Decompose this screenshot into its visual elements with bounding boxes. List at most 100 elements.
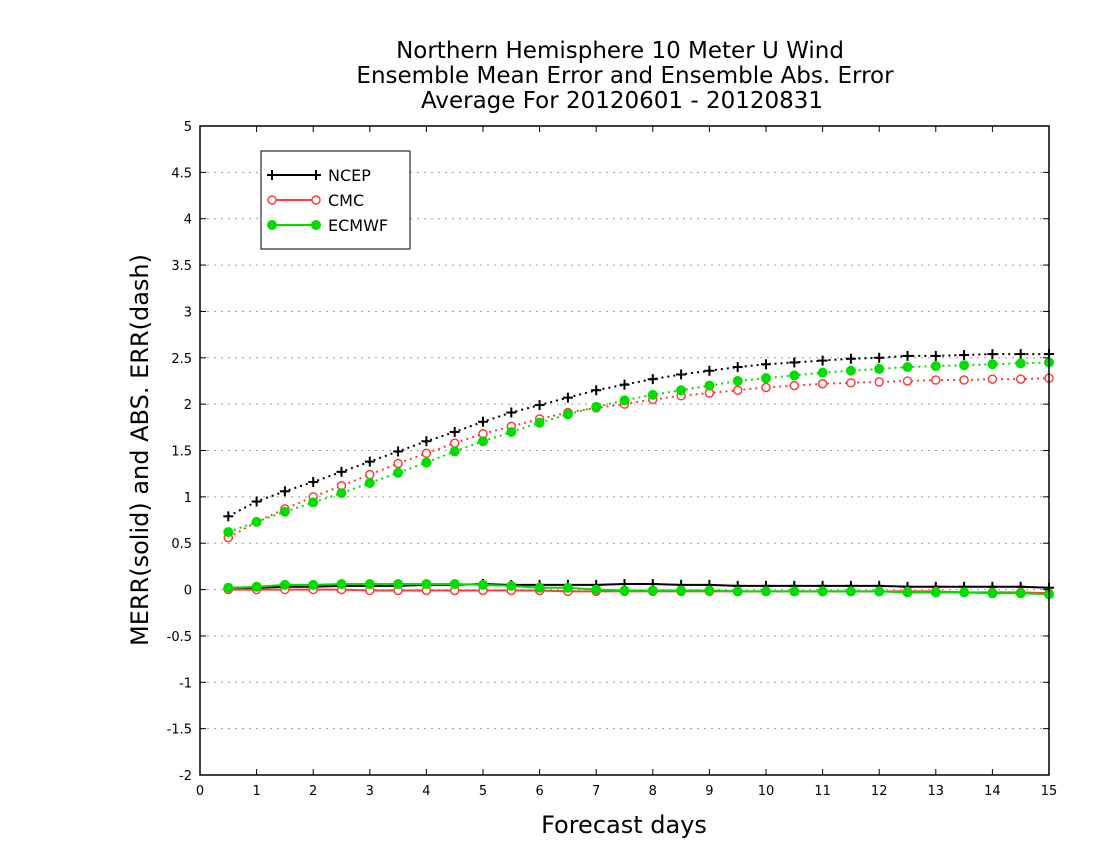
ecmwf-mean-error-point [393, 579, 404, 590]
ecmwf-abs-error-point [279, 506, 290, 517]
ncep-abs-error-series [223, 349, 1054, 522]
cmc-abs-error-point [449, 438, 460, 448]
cmc-abs-error-point [959, 375, 969, 385]
y-tick-label: 1 [184, 491, 192, 506]
ecmwf-mean-error-point [478, 579, 488, 590]
y-tick-label: 0.5 [171, 537, 192, 552]
legend-marker-start [267, 195, 277, 205]
ecmwf-mean-error-point [902, 587, 913, 598]
ecmwf-mean-error-point [279, 579, 290, 590]
ncep-abs-error-point [562, 392, 573, 403]
x-tick-label: 2 [309, 784, 317, 799]
ecmwf-abs-error-point [959, 360, 970, 371]
x-tick-label: 3 [366, 784, 374, 799]
title-line-1: Northern Hemisphere 10 Meter U Wind [396, 38, 844, 64]
legend-item-ncep: NCEP [267, 166, 371, 185]
y-tick-label: 1.5 [171, 445, 192, 460]
x-tick-label: 1 [252, 784, 260, 799]
ncep-abs-error-point [959, 350, 970, 361]
ncep-abs-error-point [478, 416, 488, 427]
cmc-abs-error-point [789, 380, 800, 391]
ecmwf-mean-error-point [761, 586, 771, 597]
ncep-abs-error-point [393, 446, 404, 457]
ecmwf-abs-error-point [817, 367, 828, 378]
y-tick-label: 2.5 [171, 352, 192, 367]
ecmwf-abs-error-point [478, 436, 488, 447]
ncep-abs-error-point [534, 400, 545, 411]
ncep-abs-error-point [336, 466, 347, 477]
legend-marker-start [267, 170, 277, 180]
ncep-abs-error-point [449, 426, 460, 437]
cmc-abs-error-point [902, 376, 913, 386]
ncep-abs-error-point [591, 385, 602, 396]
y-axis-title: MERR(solid) and ABS. ERR(dash) [126, 254, 154, 646]
ecmwf-mean-error-point [732, 586, 743, 597]
ecmwf-abs-error-line [227, 361, 1050, 534]
cmc-abs-error-point [931, 375, 941, 385]
ncep-abs-error-point [704, 365, 715, 376]
y-tick-label: 3.5 [171, 259, 192, 274]
ncep-abs-error-point [761, 359, 771, 370]
ecmwf-mean-error-series [223, 579, 1054, 600]
ncep-abs-error-point [506, 407, 517, 418]
x-axis-title: Forecast days [541, 811, 707, 839]
ncep-abs-error-point [279, 486, 290, 497]
ecmwf-mean-error-point [704, 585, 715, 596]
x-tick-label: 14 [984, 784, 1001, 799]
ecmwf-abs-error-point [732, 375, 743, 386]
ecmwf-abs-error-point [902, 362, 913, 373]
ecmwf-abs-error-point [789, 370, 800, 381]
ncep-abs-error-point [732, 362, 743, 373]
y-tick-label: 5 [184, 120, 192, 135]
ncep-abs-error-point [874, 352, 885, 363]
cmc-abs-error-series [223, 373, 1054, 543]
x-tick-label: 13 [928, 784, 945, 799]
legend-label-ecmwf: ECMWF [328, 216, 388, 235]
ecmwf-mean-error-point [364, 579, 375, 590]
ecmwf-abs-error-point [308, 497, 319, 508]
series-layer [223, 349, 1054, 600]
ecmwf-mean-error-point [930, 587, 941, 598]
cmc-abs-error-point [987, 374, 998, 384]
ecmwf-mean-error-point [308, 579, 319, 590]
ecmwf-mean-error-point [1015, 588, 1026, 599]
ecmwf-mean-error-point [506, 580, 517, 591]
legend-label-ncep: NCEP [328, 166, 371, 185]
x-tick-label: 15 [1041, 784, 1058, 799]
ecmwf-abs-error-point [761, 373, 771, 384]
cmc-abs-error-point [732, 385, 743, 395]
ncep-abs-error-line [227, 353, 1049, 518]
y-tick-label: 4 [184, 213, 192, 228]
ncep-abs-error-point [676, 369, 687, 380]
y-tick-label: 3 [184, 305, 192, 320]
cmc-abs-error-line [227, 377, 1050, 539]
legend-entries: NCEP CMC ECMWF [267, 166, 388, 235]
legend-marker-end [311, 220, 321, 230]
ncep-abs-error-point [987, 349, 998, 360]
chart-title: Northern Hemisphere 10 Meter U Wind Ense… [356, 38, 894, 114]
ecmwf-abs-error-point [845, 365, 856, 376]
x-tick-label: 11 [814, 784, 831, 799]
ecmwf-abs-error-point [591, 401, 602, 412]
ecmwf-mean-error-point [591, 584, 602, 595]
ecmwf-abs-error-point [364, 477, 375, 488]
cmc-abs-error-point [846, 378, 856, 388]
cmc-abs-error-point [874, 377, 884, 387]
ecmwf-mean-error-point [789, 586, 800, 597]
ecmwf-abs-error-point [874, 363, 885, 374]
cmc-abs-error-point [817, 378, 828, 389]
ecmwf-mean-error-point [619, 585, 630, 596]
ncep-abs-error-point [421, 436, 432, 447]
x-tick-label: 0 [196, 784, 204, 799]
legend-marker-start [267, 220, 277, 230]
ncep-abs-error-point [223, 511, 234, 522]
ecmwf-abs-error-point [449, 446, 460, 457]
ncep-abs-error-point [789, 357, 800, 368]
ecmwf-abs-error-point [336, 488, 347, 499]
ncep-abs-error-point [902, 350, 913, 361]
x-tick-label: 10 [758, 784, 775, 799]
ncep-abs-error-point [817, 355, 828, 366]
legend-item-cmc: CMC [267, 191, 364, 210]
cmc-abs-error-point [1015, 374, 1026, 384]
